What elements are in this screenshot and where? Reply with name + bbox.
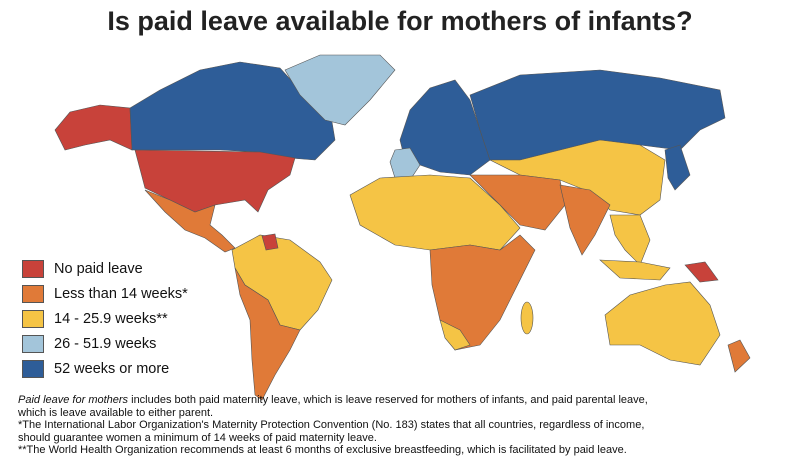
region xyxy=(134,149,296,213)
legend-item: Less than 14 weeks* xyxy=(22,281,188,306)
region xyxy=(520,301,534,335)
region xyxy=(469,174,566,231)
region xyxy=(429,234,536,351)
legend: No paid leave Less than 14 weeks* 14 - 25.… xyxy=(22,256,188,381)
region xyxy=(684,261,719,283)
note-text: *The International Labor Organization's … xyxy=(18,419,645,444)
legend-item: 52 weeks or more xyxy=(22,356,188,381)
note-text: **The World Health Organization recommen… xyxy=(18,444,627,457)
note: Paid leave for mothers includes both pai… xyxy=(18,394,658,419)
region xyxy=(129,61,336,161)
legend-label: No paid leave xyxy=(54,260,143,277)
legend-swatch xyxy=(22,309,44,328)
region xyxy=(727,339,751,373)
region xyxy=(664,144,691,191)
note-text: includes both paid maternity leave, whic… xyxy=(18,394,648,419)
legend-swatch xyxy=(22,334,44,353)
note: *The International Labor Organization's … xyxy=(18,419,658,444)
region xyxy=(439,319,471,351)
note-emphasis: Paid leave for mothers xyxy=(18,394,129,406)
legend-label: 14 - 25.9 weeks** xyxy=(54,310,168,327)
region xyxy=(144,189,236,253)
legend-swatch xyxy=(22,284,44,303)
region xyxy=(234,267,301,401)
region xyxy=(559,184,611,256)
legend-item: 26 - 51.9 weeks xyxy=(22,331,188,356)
region xyxy=(604,281,721,366)
notes: Paid leave for mothers includes both pai… xyxy=(18,394,658,457)
region xyxy=(54,104,133,151)
title: Is paid leave available for mothers of i… xyxy=(107,6,693,36)
note: **The World Health Organization recommen… xyxy=(18,444,658,457)
legend-swatch xyxy=(22,259,44,278)
region xyxy=(261,233,279,251)
legend-item: No paid leave xyxy=(22,256,188,281)
legend-item: 14 - 25.9 weeks** xyxy=(22,306,188,331)
legend-swatch xyxy=(22,359,44,378)
region xyxy=(231,234,333,331)
region xyxy=(609,214,651,266)
region xyxy=(349,174,521,251)
legend-label: 26 - 51.9 weeks xyxy=(54,335,157,352)
region xyxy=(284,54,396,126)
legend-label: Less than 14 weeks* xyxy=(54,285,188,302)
legend-label: 52 weeks or more xyxy=(54,360,170,377)
region xyxy=(599,259,671,281)
